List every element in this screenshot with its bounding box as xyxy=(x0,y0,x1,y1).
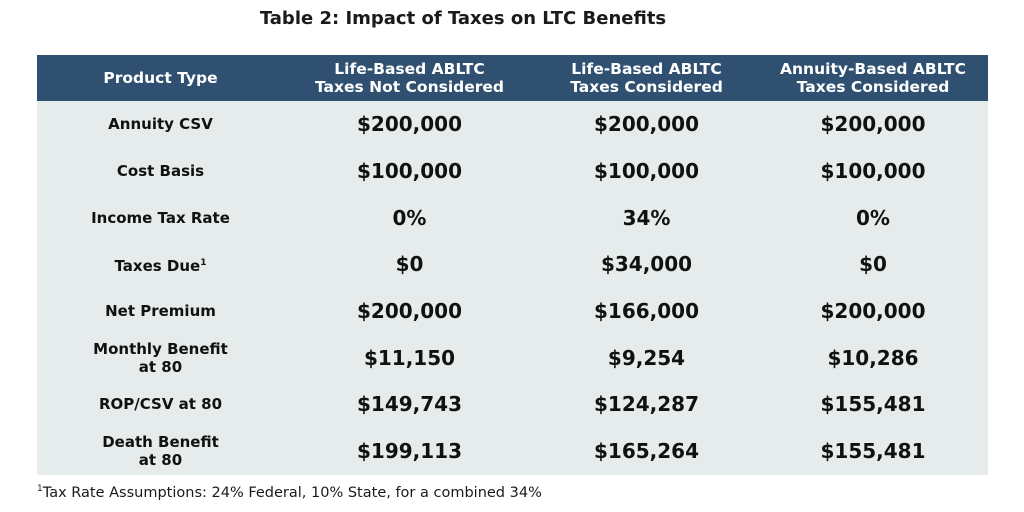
table-row: ROP/CSV at 80 $149,743 $124,287 $155,481 xyxy=(37,381,988,428)
table-cell: $9,254 xyxy=(607,345,686,370)
table-row: Taxes Due1 $0 $34,000 $0 xyxy=(37,241,988,288)
header-product-type: Product Type xyxy=(103,69,218,87)
table-row: Annuity CSV $200,000 $200,000 $200,000 xyxy=(37,101,988,148)
row-label: Cost Basis xyxy=(116,162,205,181)
table-cell: $100,000 xyxy=(356,159,462,184)
table-cell: $166,000 xyxy=(593,299,699,324)
row-label: ROP/CSV at 80 xyxy=(98,395,223,414)
table-cell: $155,481 xyxy=(820,392,926,417)
footnote-marker: 1 xyxy=(200,257,207,268)
row-label: Monthly Benefit at 80 xyxy=(93,339,228,376)
table-cell: $200,000 xyxy=(356,112,462,137)
footnote-marker: 1 xyxy=(37,484,43,494)
table-row: Cost Basis $100,000 $100,000 $100,000 xyxy=(37,148,988,195)
ltc-table: Product Type Life-Based ABLTC Taxes Not … xyxy=(37,55,988,475)
header-life-no-tax: Life-Based ABLTC Taxes Not Considered xyxy=(314,60,505,96)
row-label: Income Tax Rate xyxy=(91,208,230,227)
table-row: Net Premium $200,000 $166,000 $200,000 xyxy=(37,288,988,335)
table-cell: $100,000 xyxy=(820,159,926,184)
table-cell: $0 xyxy=(395,252,424,277)
data-table: Product Type Life-Based ABLTC Taxes Not … xyxy=(37,55,988,475)
table-cell: $11,150 xyxy=(363,345,456,370)
header-life-tax: Life-Based ABLTC Taxes Considered xyxy=(570,60,723,96)
table-row: Death Benefit at 80 $199,113 $165,264 $15… xyxy=(37,428,988,475)
row-label: Net Premium xyxy=(105,302,216,321)
row-label: Death Benefit at 80 xyxy=(102,433,219,470)
row-label: Taxes Due1 xyxy=(114,256,207,275)
table-cell: 34% xyxy=(622,205,671,230)
table-cell: $10,286 xyxy=(827,345,919,370)
table-cell: $100,000 xyxy=(593,159,699,184)
row-label: Annuity CSV xyxy=(108,115,213,134)
table-row: Monthly Benefit at 80 $11,150 $9,254 $10,… xyxy=(37,334,988,381)
table-cell: $200,000 xyxy=(593,112,699,137)
table-cell: $200,000 xyxy=(820,299,926,324)
table-cell: $165,264 xyxy=(593,439,699,464)
table-cell: $34,000 xyxy=(600,252,693,277)
table-cell: 0% xyxy=(392,205,427,230)
table-cell: $155,481 xyxy=(820,439,926,464)
table-cell: $199,113 xyxy=(356,439,462,464)
table-cell: $124,287 xyxy=(593,392,699,417)
table-cell: 0% xyxy=(856,205,890,230)
header-row: Product Type Life-Based ABLTC Taxes Not … xyxy=(37,55,988,101)
table-cell: $200,000 xyxy=(820,112,926,137)
table-cell: $0 xyxy=(859,252,887,277)
footnote: 1Tax Rate Assumptions: 24% Federal, 10% … xyxy=(37,484,542,501)
header-annuity-tax: Annuity-Based ABLTC Taxes Considered xyxy=(780,60,966,96)
table-title: Table 2: Impact of Taxes on LTC Benefits xyxy=(259,8,667,29)
table-row: Income Tax Rate 0% 34% 0% xyxy=(37,194,988,241)
table-cell: $149,743 xyxy=(356,392,462,417)
footnote-text: Tax Rate Assumptions: 24% Federal, 10% S… xyxy=(42,485,542,501)
table-cell: $200,000 xyxy=(356,299,462,324)
